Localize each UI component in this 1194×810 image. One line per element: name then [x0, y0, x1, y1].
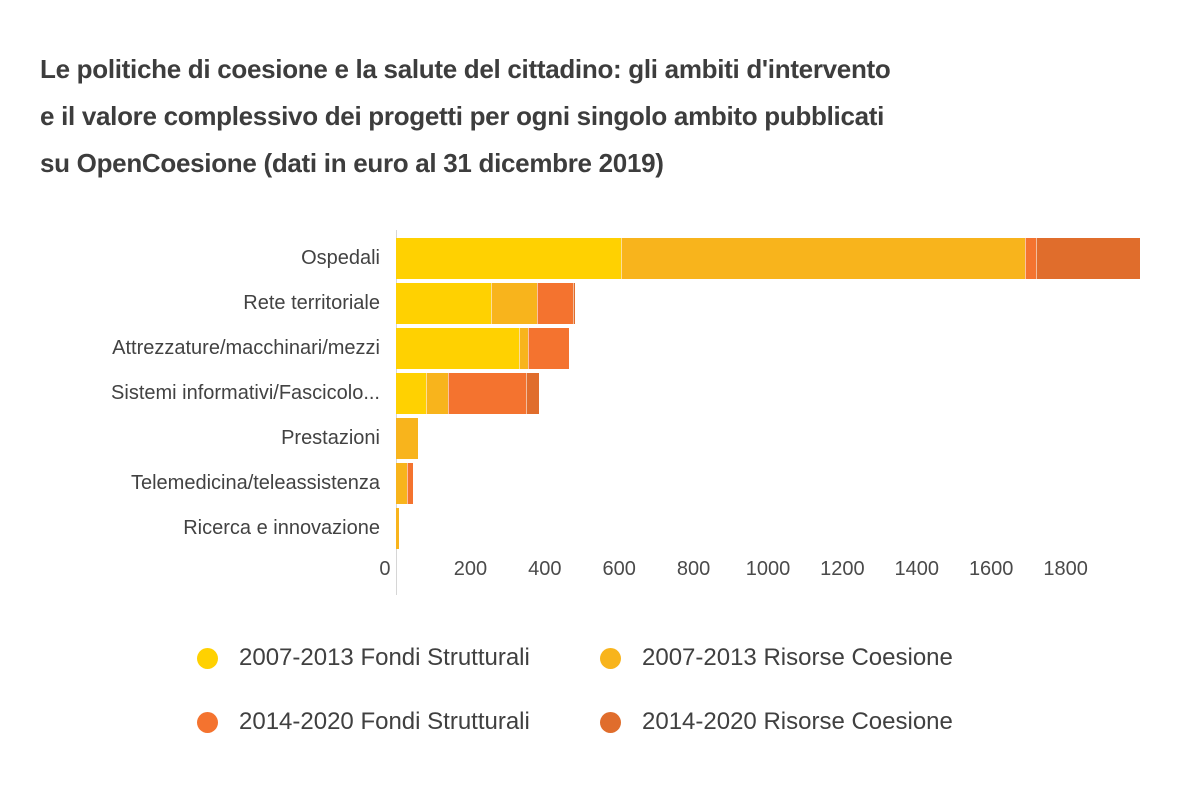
- legend-swatch-icon: [197, 711, 218, 733]
- chart-page: Le politiche di coesione e la salute del…: [40, 46, 1154, 736]
- x-axis-tick-label: 1800: [1043, 558, 1088, 580]
- category-label: Ospedali: [301, 247, 380, 269]
- legend-swatch-icon: [600, 647, 621, 669]
- category-label: Rete territoriale: [243, 292, 380, 314]
- stacked-bar-chart: Ospedali Rete territoriale Attrezzature/ma…: [40, 230, 1154, 595]
- chart-legend: 2007-2013 Fondi Strutturali 2007-2013 Ris…: [197, 644, 953, 736]
- x-axis-tick-label: 800: [676, 558, 711, 580]
- x-axis-tick-label: 200: [453, 558, 488, 580]
- chart-rows: Ospedali Rete territoriale Attrezzature/ma…: [40, 236, 1154, 551]
- bar-segment[interactable]: [518, 328, 529, 369]
- x-axis-tick-label: 1600: [968, 558, 1014, 580]
- bar-track: [396, 326, 1140, 371]
- bar-segment[interactable]: [396, 463, 408, 504]
- category-label: Prestazioni: [281, 427, 380, 449]
- bar-row: Ospedali: [40, 236, 1154, 281]
- bar-segment[interactable]: [572, 283, 575, 324]
- x-axis: 0 200 400 600 800 1000 1200 1400 1600 1800: [379, 551, 1140, 587]
- bar-track: [396, 236, 1140, 281]
- category-label: Attrezzature/macchinari/mezzi: [112, 337, 380, 359]
- legend-item: 2007-2013 Risorse Coesione: [600, 644, 953, 672]
- bar-segment[interactable]: [396, 373, 426, 414]
- bar-segment[interactable]: [396, 238, 622, 279]
- title-line-3: su OpenCoesione (dati in euro al 31 dice…: [40, 148, 664, 178]
- legend-swatch-icon: [600, 711, 621, 733]
- title-line-1: Le politiche di coesione e la salute del…: [40, 54, 891, 84]
- page-title: Le politiche di coesione e la salute del…: [40, 46, 1110, 187]
- bar-row: Prestazioni: [40, 416, 1154, 461]
- bar-segment[interactable]: [621, 238, 1025, 279]
- bar-segment[interactable]: [1035, 238, 1140, 279]
- legend-item: 2014-2020 Fondi Strutturali: [197, 708, 600, 736]
- category-label: Ricerca e innovazione: [183, 517, 380, 539]
- x-axis-tick-label: 1200: [820, 558, 865, 580]
- bar-segment[interactable]: [537, 283, 573, 324]
- category-label: Telemedicina/teleassistenza: [130, 472, 380, 494]
- bar-track: [396, 506, 1140, 551]
- legend-label: 2014-2020 Risorse Coesione: [642, 708, 953, 735]
- x-axis-tick-label: 400: [528, 558, 562, 580]
- bar-track: [396, 281, 1140, 326]
- bar-segment[interactable]: [396, 508, 399, 549]
- bar-segment[interactable]: [490, 283, 538, 324]
- bar-row: Sistemi informativi/Fascicolo...: [40, 371, 1154, 416]
- bar-segment[interactable]: [396, 283, 491, 324]
- bar-segment[interactable]: [526, 373, 540, 414]
- x-axis-tick-label: 1400: [894, 558, 940, 580]
- category-label: Sistemi informativi/Fascicolo...: [111, 382, 380, 404]
- legend-label: 2014-2020 Fondi Strutturali: [239, 708, 530, 735]
- title-line-2: e il valore complessivo dei progetti per…: [40, 101, 885, 131]
- bar-row: Attrezzature/macchinari/mezzi: [40, 326, 1154, 371]
- bar-segment[interactable]: [528, 328, 569, 369]
- legend-item: 2014-2020 Risorse Coesione: [600, 708, 953, 736]
- legend-label: 2007-2013 Fondi Strutturali: [239, 644, 530, 671]
- bar-segment[interactable]: [407, 463, 413, 504]
- bar-segment[interactable]: [396, 328, 519, 369]
- legend-swatch-icon: [197, 647, 218, 669]
- x-axis-tick-label: 0: [379, 558, 391, 580]
- bar-row: Rete territoriale: [40, 281, 1154, 326]
- bar-track: [396, 416, 1140, 461]
- bar-segment[interactable]: [425, 373, 449, 414]
- bar-segment[interactable]: [448, 373, 527, 414]
- bar-track: [396, 371, 1140, 416]
- bar-segment[interactable]: [1024, 238, 1036, 279]
- bar-track: [396, 461, 1140, 506]
- x-axis-tick-label: 600: [602, 558, 636, 580]
- x-axis-tick-label: 1000: [745, 558, 791, 580]
- legend-label: 2007-2013 Risorse Coesione: [642, 644, 953, 671]
- bar-row: Ricerca e innovazione: [40, 506, 1154, 551]
- bar-segment[interactable]: [396, 418, 419, 459]
- bar-row: Telemedicina/teleassistenza: [40, 461, 1154, 506]
- legend-item: 2007-2013 Fondi Strutturali: [197, 644, 600, 672]
